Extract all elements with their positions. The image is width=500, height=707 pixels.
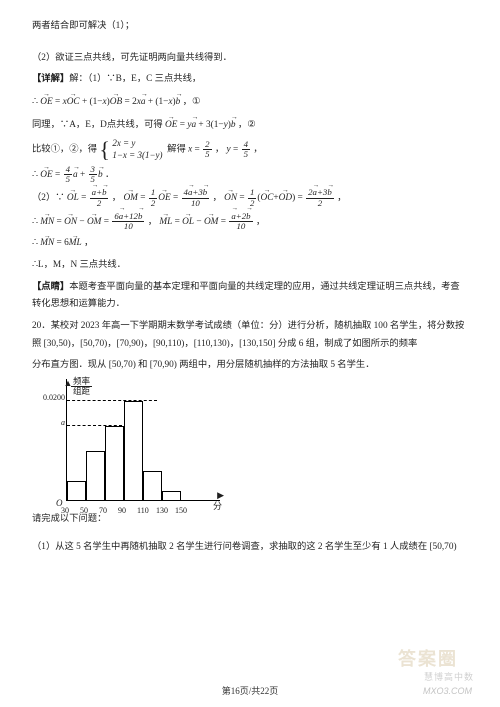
ytick-0.0200: 0.0200 xyxy=(43,390,65,405)
line-1: 两者结合即可解决（1）； xyxy=(32,18,468,36)
xtick: 130 xyxy=(156,503,168,518)
xtick: 110 xyxy=(137,503,149,518)
line-2: （2）欲证三点共线，可先证明两向量共线得到． xyxy=(32,50,468,68)
bar xyxy=(105,426,124,501)
bar xyxy=(124,401,143,501)
q20-line2: 分布直方图．现从 [50,70) 和 [70,90) 两组中，用分层随机抽样的方… xyxy=(32,357,468,375)
eq-6: ∴ MN = ON − OM = 6a+12b10 ， ML = OL − OM… xyxy=(32,212,468,232)
xtick: 50 xyxy=(80,503,88,518)
bar xyxy=(86,451,105,501)
y-axis-label: 频率组距 xyxy=(70,377,93,396)
eq-7: ∴ MN = 6ML ， xyxy=(32,235,468,253)
watermark-cn: 慧博高中数 xyxy=(424,670,474,683)
histogram: 频率组距 ▲ ▶ O 分 0.0200a30507090110130150 xyxy=(40,379,220,509)
bar xyxy=(162,491,181,501)
xtick: 30 xyxy=(61,503,69,518)
xtick: 70 xyxy=(99,503,107,518)
line-15: 【点睛】本题考查平面向量的基本定理和平面向量的共线定理的应用，通过共线定理证明三… xyxy=(32,279,468,314)
line-14: ∴L，M，N 三点共线． xyxy=(32,257,468,275)
sub-q1: （1）从这 5 名学生中再随机抽取 2 名学生进行问卷调查，求抽取的这 2 名学… xyxy=(32,539,468,557)
eq-2: 同理，∵A，E，D点共线，可得 OE = ya + 3(1−y)b ，② xyxy=(32,116,468,135)
q-after: 请完成以下问题： xyxy=(32,511,468,529)
page-body: 两者结合即可解决（1）； （2）欲证三点共线，可先证明两向量共线得到． 【详解】… xyxy=(0,0,500,590)
eq-3: 比较①，②，得 { 2x = y1−x = 3(1−y) 解得 x = 25 ，… xyxy=(32,138,468,161)
eq-1: ∴ OE = xOC + (1−x)OB = 2xa + (1−x)b ，① xyxy=(32,93,468,112)
bar xyxy=(143,471,162,501)
ytick-a: a xyxy=(61,415,65,430)
watermark-big: 答案圈 xyxy=(398,645,458,671)
q20-line1: 20．某校对 2023 年高一下学期期末数学考试成绩（单位：分）进行分析，随机抽… xyxy=(32,318,468,353)
bar xyxy=(67,481,86,501)
xtick: 90 xyxy=(118,503,126,518)
xtick: 150 xyxy=(175,503,187,518)
watermark-site: MXO3.COM xyxy=(423,686,472,696)
line-3: 【详解】解：（1）∵B，E，C 三点共线， xyxy=(32,71,468,89)
x-axis-label: 分 xyxy=(213,498,222,515)
